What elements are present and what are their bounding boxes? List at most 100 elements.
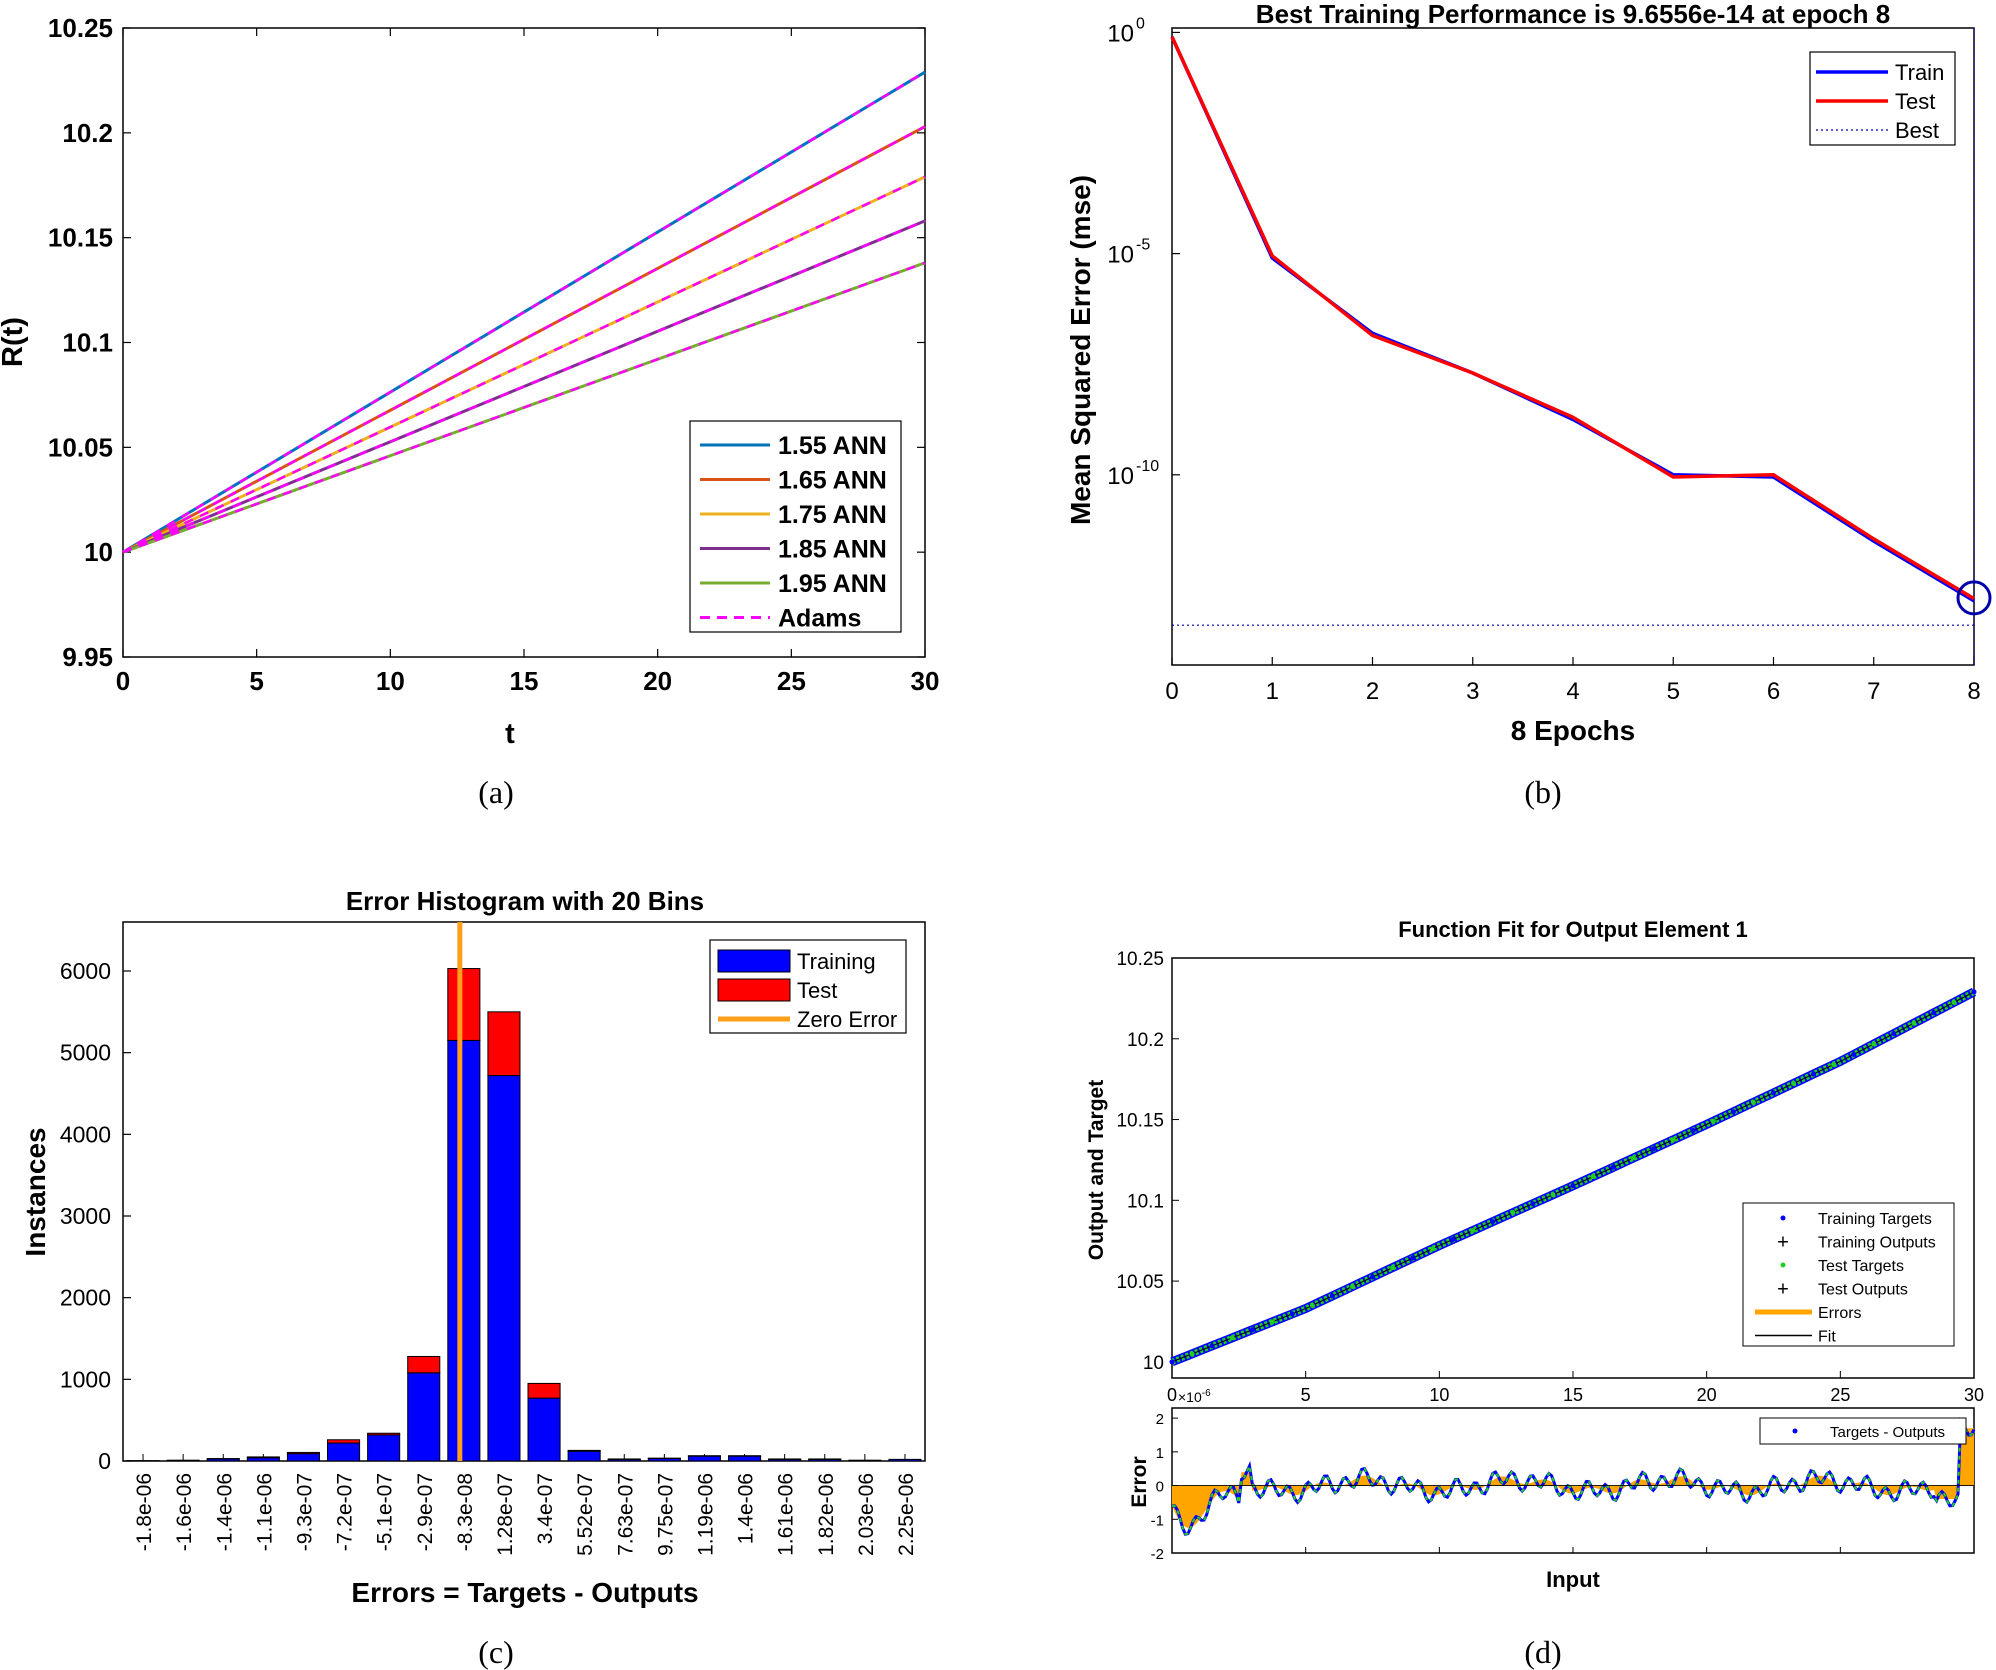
y-tick-label: 9.95 (62, 642, 113, 672)
y-tick-label: 10 0 (1107, 15, 1145, 47)
legend-label: Fit (1818, 1329, 1836, 1346)
data-point (1811, 1071, 1817, 1077)
data-point (1871, 1041, 1877, 1047)
panel-c-title: Error Histogram with 20 Bins (346, 886, 704, 916)
training-bar (407, 1372, 441, 1462)
panel-d-error-ylabel: Error (1128, 1456, 1151, 1507)
panel-d-error-legend-label: Targets - Outputs (1830, 1424, 1945, 1441)
x-tick-label: -9.3e-07 (293, 1473, 316, 1551)
y-tick-label: 10.1 (62, 328, 113, 358)
y-tick-label: -2 (1151, 1546, 1164, 1563)
training-bar (327, 1442, 361, 1462)
panel-d-error-legend-marker (1792, 1428, 1798, 1434)
panel-a-legend-box (689, 420, 902, 633)
data-point (1951, 999, 1957, 1005)
data-point (1349, 1283, 1355, 1289)
training-bar (527, 1397, 561, 1462)
panel-d-data (1169, 987, 1977, 1367)
panel-c-xlabel: Errors = Targets - Outputs (351, 1577, 698, 1608)
y-tick-exponent: 0 (1136, 15, 1145, 32)
training-bar (487, 1075, 521, 1462)
panel-d-legend-box (1742, 1202, 1955, 1347)
panel-d-title: Function Fit for Output Element 1 (1398, 917, 1748, 942)
data-point (1189, 1351, 1195, 1357)
y-tick-label: 1 (1156, 1445, 1164, 1462)
y-tick-exponent: -10 (1136, 458, 1159, 475)
adams-dashed-line (122, 70, 926, 554)
error-area (1172, 1428, 1974, 1528)
y-tick-label: 10.2 (1127, 1030, 1164, 1051)
data-point (1971, 989, 1977, 995)
data-point (1510, 1210, 1516, 1216)
training-bar (367, 1434, 401, 1462)
training-bar (286, 1453, 320, 1462)
y-tick-label: 0 (98, 1448, 111, 1474)
y-tick-label: 2 (1156, 1411, 1164, 1428)
x-tick-label: 10 (1429, 1385, 1449, 1405)
data-point (1450, 1237, 1456, 1243)
y-tick-label: 10.05 (48, 432, 113, 462)
legend-marker: + (1777, 1232, 1789, 1254)
x-tick-label: 1.61e-06 (775, 1473, 798, 1556)
legend-marker (1780, 1215, 1786, 1221)
data-point (1209, 1343, 1215, 1349)
test-bar (367, 1432, 401, 1436)
panel-d-error-ticks: -2 -1 0 1 2 (1151, 1411, 1975, 1563)
y-tick-label: -1 (1151, 1512, 1164, 1529)
x-tick-label: 2.03e-06 (855, 1473, 878, 1556)
x-tick-label: 1.19e-06 (694, 1473, 717, 1556)
test-bar (447, 968, 481, 1041)
x-tick-label: 30 (911, 666, 940, 696)
x-tick-label: 2 (1366, 678, 1379, 705)
panel-c-ticks: 0 1000 2000 3000 4000 5000 6000 -1.8e-06 -1.6e-0… (60, 958, 918, 1556)
panel-d-ticks: 0 5 10 15 20 25 30 10 10.05 10.1 10.15 10.2 10.25 (1116, 949, 1984, 1405)
panel-c-axes-box (122, 921, 926, 1462)
x-tick-label: 1.28e-07 (494, 1473, 517, 1556)
adams-dashed-line (122, 219, 926, 554)
y-tick-label: 10.1 (1127, 1191, 1164, 1212)
data-point (1891, 1031, 1897, 1037)
test-bar (327, 1439, 361, 1444)
data-point (1390, 1265, 1396, 1271)
data-point (1650, 1146, 1656, 1152)
panel-d-error-data (1171, 1417, 1976, 1536)
panel-b-caption: (b) (1524, 774, 1561, 810)
data-point (1329, 1293, 1335, 1299)
legend-label: Best (1895, 118, 1939, 143)
legend-label: Test (797, 978, 837, 1003)
panel-a-caption: (a) (478, 774, 514, 810)
y-tick-label: 1000 (60, 1366, 111, 1392)
data-point (1750, 1099, 1756, 1105)
x-tick-label: 10 (376, 666, 405, 696)
y-tick-label: 5000 (60, 1040, 111, 1066)
panel-a-ticks: 0 5 10 15 20 25 30 9.95 10 10.05 10.1 10.15 10.2 10.2… (48, 13, 940, 696)
test-bar (527, 1382, 561, 1399)
y-tick-label: 0 (1156, 1479, 1164, 1496)
legend-label: 1.75 ANN (778, 501, 887, 529)
error-wave-test (1171, 1418, 1975, 1536)
legend-label: Train (1895, 60, 1944, 85)
training-bar (447, 1039, 481, 1462)
x-tick-label: -1.8e-06 (133, 1473, 156, 1551)
data-point (1690, 1128, 1696, 1134)
panel-a: 0 5 10 15 20 25 30 9.95 10 10.05 10.1 10.15 10.2 10.2… (0, 13, 939, 810)
panel-b-title: Best Training Performance is 9.6556e-14 … (1256, 0, 1890, 29)
data-point (1370, 1274, 1375, 1280)
legend-label: 1.95 ANN (778, 570, 887, 598)
legend-label: 1.65 ANN (778, 467, 887, 495)
legend-label: 1.55 ANN (778, 432, 887, 460)
x-tick-label: 20 (643, 666, 672, 696)
panel-a-xlabel: t (505, 718, 515, 750)
x-tick-label: 15 (510, 666, 539, 696)
y-tick-label: 10 -10 (1107, 458, 1159, 490)
legend-marker (1780, 1262, 1786, 1268)
test-bar (246, 1456, 280, 1459)
y-tick-label: 10 (84, 537, 113, 567)
legend-label: Training (797, 949, 876, 974)
y-tick-label: 10.2 (62, 118, 113, 148)
legend-label: Zero Error (797, 1007, 897, 1032)
x-tick-label: 4 (1566, 678, 1579, 705)
legend-label: Adams (778, 605, 861, 633)
x-tick-label: 5 (1301, 1385, 1311, 1405)
x-tick-label: 0 (1167, 1385, 1177, 1405)
